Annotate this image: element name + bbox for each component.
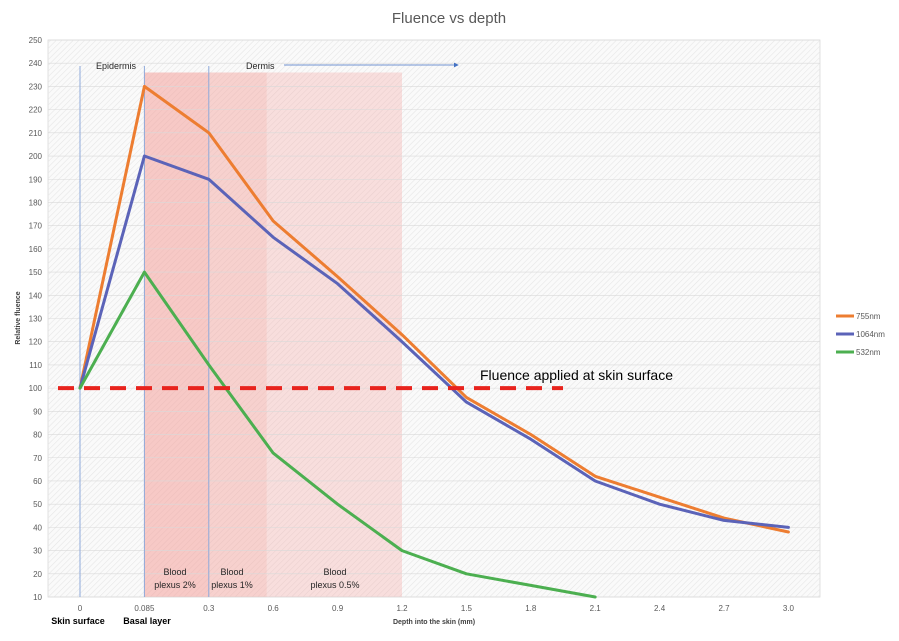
- label-blood-plexus-05: Blood plexus 0.5%: [310, 567, 359, 590]
- x-tick-label: 0.3: [203, 604, 215, 613]
- y-tick-label: 80: [33, 431, 42, 440]
- legend: 755nm 1064nm 532nm: [836, 312, 885, 357]
- label-blood-plexus-1: Blood plexus 1%: [211, 567, 253, 590]
- y-tick-label: 10: [33, 593, 42, 602]
- x-axis-label: Depth into the skin (mm): [393, 619, 475, 626]
- chart-title: Fluence vs depth: [392, 10, 506, 27]
- x-tick-label: 2.7: [718, 604, 730, 613]
- y-tick-label: 130: [29, 315, 43, 324]
- y-tick-label: 30: [33, 547, 42, 556]
- label-dermis: Dermis: [246, 61, 275, 71]
- y-tick-label: 230: [29, 82, 43, 91]
- series-line-1064nm: [78, 154, 790, 529]
- y-tick-label: 20: [33, 570, 42, 579]
- gridlines: [48, 39, 820, 598]
- x-tick-label: 1.8: [525, 604, 537, 613]
- series-line-755nm: [78, 84, 790, 534]
- y-tick-label: 220: [29, 106, 43, 115]
- y-tick-label: 120: [29, 338, 43, 347]
- x-tick-label: 0.6: [268, 604, 280, 613]
- x-tick-label: 2.1: [590, 604, 602, 613]
- annotations: Epidermis Dermis Skin surface Basal layer Bl…: [51, 61, 459, 626]
- x-tick-label: 0.9: [332, 604, 344, 613]
- y-tick-label: 170: [29, 222, 43, 231]
- y-tick-label: 190: [29, 175, 43, 184]
- x-tick-label: 1.5: [461, 604, 473, 613]
- y-tick-label: 50: [33, 500, 42, 509]
- region-blood-plexus-05: [266, 72, 402, 597]
- y-tick-label: 140: [29, 291, 43, 300]
- y-tick-label: 200: [29, 152, 43, 161]
- label-epidermis: Epidermis: [96, 61, 137, 71]
- x-tick-label: 2.4: [654, 604, 666, 613]
- series-line-532nm: [78, 270, 597, 599]
- y-tick-label: 40: [33, 523, 42, 532]
- y-axis-ticks: 10 20 30 40 50 60 70 80 90 100 110 120 130 140 150 160 1…: [29, 36, 43, 602]
- legend-label-1064nm: 1064nm: [856, 330, 885, 339]
- region-blood-plexus-2: [144, 72, 209, 597]
- y-tick-label: 100: [29, 384, 43, 393]
- y-axis-label: Relative fluence: [15, 291, 22, 344]
- y-tick-label: 70: [33, 454, 42, 463]
- label-basal-layer: Basal layer: [123, 616, 171, 626]
- y-tick-label: 180: [29, 198, 43, 207]
- series-lines: [78, 84, 790, 599]
- y-tick-label: 60: [33, 477, 42, 486]
- label-blood-plexus-2: Blood plexus 2%: [154, 567, 196, 590]
- y-tick-label: 110: [29, 361, 42, 370]
- y-tick-label: 240: [29, 59, 43, 68]
- x-tick-label: 0: [78, 604, 83, 613]
- x-axis-ticks: 0 0.085 0.3 0.6 0.9 1.2 1.5 1.8 2.1 2.4 2.7 3.0: [78, 604, 795, 613]
- x-tick-label: 3.0: [783, 604, 795, 613]
- label-skin-surface: Skin surface: [51, 616, 105, 626]
- reference-line: Fluence applied at skin surface: [58, 367, 673, 391]
- shaded-regions: [144, 72, 402, 597]
- region-blood-plexus-1: [208, 72, 267, 597]
- x-tick-label: 1.2: [396, 604, 408, 613]
- y-tick-label: 160: [29, 245, 43, 254]
- y-tick-label: 90: [33, 407, 42, 416]
- y-tick-label: 250: [29, 36, 43, 45]
- legend-label-532nm: 532nm: [856, 348, 881, 357]
- x-tick-label: 0.085: [134, 604, 155, 613]
- legend-label-755nm: 755nm: [856, 312, 881, 321]
- y-tick-label: 210: [29, 129, 43, 138]
- reference-line-label: Fluence applied at skin surface: [480, 367, 673, 383]
- y-tick-label: 150: [29, 268, 43, 277]
